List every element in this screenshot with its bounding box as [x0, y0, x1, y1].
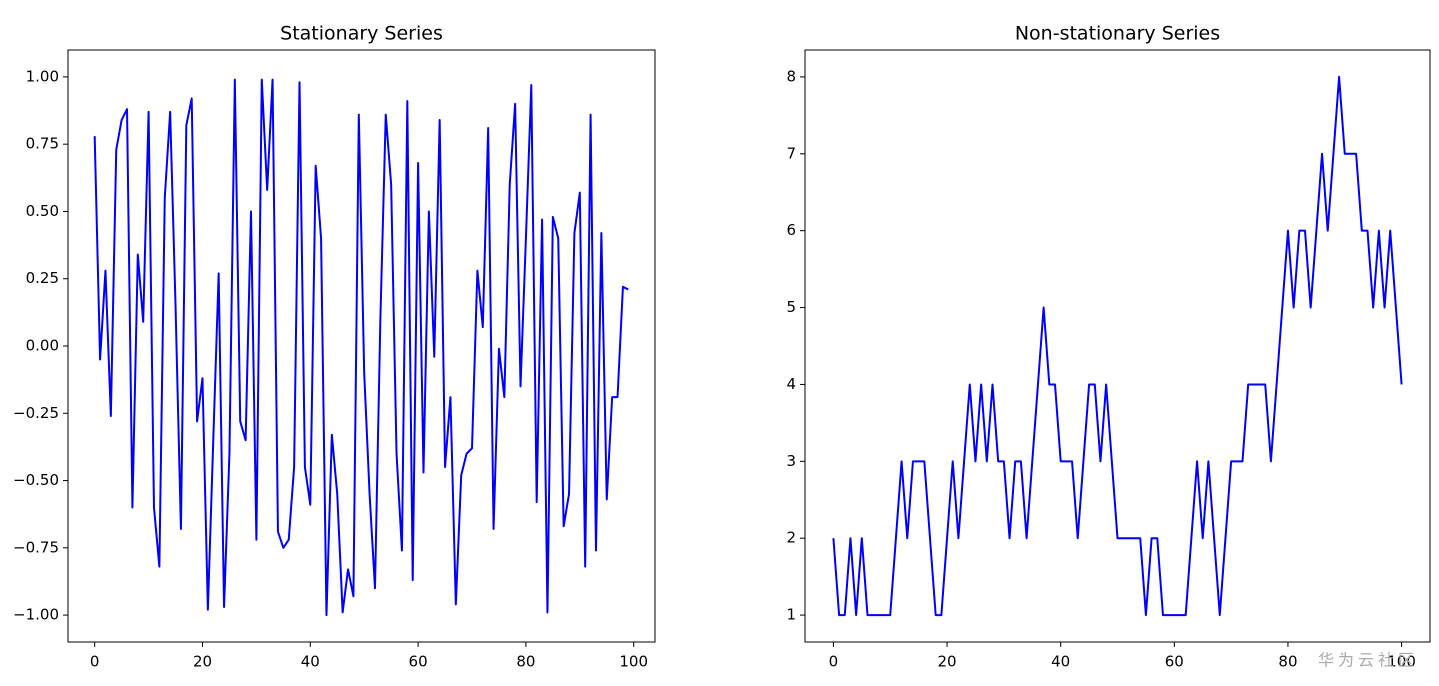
x-tick-label: 40 — [301, 653, 320, 671]
y-tick-label: 5 — [786, 298, 796, 316]
series-line — [832, 75, 1403, 617]
y-tick-label: 0.75 — [26, 135, 59, 153]
x-tick-label: 100 — [1387, 653, 1416, 671]
x-tick-label: 60 — [409, 653, 428, 671]
watermark: 华为云社区 — [1318, 651, 1418, 670]
x-tick-label: 0 — [90, 653, 100, 671]
x-tick-label: 40 — [1051, 653, 1070, 671]
x-tick-label: 0 — [829, 653, 839, 671]
x-tick-label: 80 — [1278, 653, 1297, 671]
x-tick-label: 80 — [516, 653, 535, 671]
x-tick-label: 20 — [193, 653, 212, 671]
plot-frame — [804, 49, 1431, 643]
y-tick-label: −0.25 — [13, 404, 59, 422]
y-tick-label: 4 — [786, 375, 796, 393]
y-tick-label: 3 — [786, 452, 796, 470]
x-tick-label: 20 — [937, 653, 956, 671]
y-tick-label: 0.00 — [26, 337, 59, 355]
y-tick-label: 0.25 — [26, 269, 59, 287]
y-tick-label: −0.75 — [13, 538, 59, 556]
plot-frame — [67, 49, 656, 643]
y-tick-label: −0.50 — [13, 471, 59, 489]
y-tick-label: 2 — [786, 529, 796, 547]
y-tick-label: 8 — [786, 67, 796, 85]
y-tick-label: 1 — [786, 606, 796, 624]
y-tick-label: 0.50 — [26, 202, 59, 220]
x-tick-label: 100 — [619, 653, 648, 671]
y-tick-label: 6 — [786, 221, 796, 239]
series-line — [93, 78, 629, 617]
chart-title: Stationary Series — [280, 23, 443, 45]
y-tick-label: 1.00 — [26, 67, 59, 85]
y-tick-label: −1.00 — [13, 606, 59, 624]
chart-title: Non-stationary Series — [1015, 23, 1220, 45]
x-tick-label: 60 — [1165, 653, 1184, 671]
y-tick-label: 7 — [786, 144, 796, 162]
